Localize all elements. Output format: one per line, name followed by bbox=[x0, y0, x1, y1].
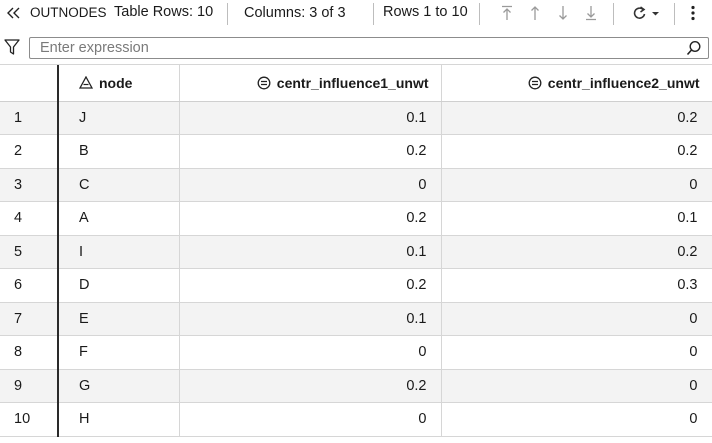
cell-node[interactable]: G bbox=[58, 369, 180, 403]
double-chevron-left-icon[interactable] bbox=[6, 4, 22, 22]
column-header-label: centr_influence2_unwt bbox=[547, 74, 700, 91]
row-index-header bbox=[0, 65, 59, 102]
rows-range: Rows 1 to 10 bbox=[383, 4, 468, 20]
cell-centr-influence2[interactable]: 0 bbox=[441, 335, 712, 370]
row-index: 8 bbox=[0, 335, 59, 370]
row-index: 5 bbox=[0, 235, 59, 269]
cell-centr-influence1[interactable]: 0.2 bbox=[179, 201, 442, 236]
table-row[interactable]: 1 J 0.1 0.2 bbox=[0, 101, 712, 135]
table-row[interactable]: 8 F 0 0 bbox=[0, 335, 712, 370]
cell-node[interactable]: H bbox=[58, 402, 180, 437]
table-row[interactable]: 2 B 0.2 0.2 bbox=[0, 134, 712, 169]
column-header-centr-influence1-unwt[interactable]: centr_influence1_unwt bbox=[179, 65, 442, 102]
cell-node[interactable]: I bbox=[58, 235, 180, 269]
column-header-label: centr_influence1_unwt bbox=[276, 74, 429, 91]
cell-centr-influence2[interactable]: 0 bbox=[441, 168, 712, 202]
numeric-column-icon bbox=[257, 76, 271, 90]
row-index: 6 bbox=[0, 268, 59, 303]
toolbar-divider bbox=[613, 3, 614, 25]
column-header-label: node bbox=[99, 74, 133, 91]
cell-centr-influence2[interactable]: 0.2 bbox=[441, 235, 712, 269]
cell-centr-influence1[interactable]: 0.2 bbox=[179, 369, 442, 403]
table-row[interactable]: 5 I 0.1 0.2 bbox=[0, 235, 712, 269]
more-vertical-icon[interactable] bbox=[686, 3, 700, 23]
toolbar-divider bbox=[373, 3, 374, 25]
toolbar-divider bbox=[227, 3, 228, 25]
table-row[interactable]: 10 H 0 0 bbox=[0, 402, 712, 437]
cell-node[interactable]: F bbox=[58, 335, 180, 370]
row-index: 1 bbox=[0, 101, 59, 135]
last-page-icon[interactable] bbox=[581, 3, 601, 23]
cell-centr-influence2[interactable]: 0.2 bbox=[441, 134, 712, 169]
arrow-up-icon[interactable] bbox=[525, 3, 545, 23]
cell-centr-influence1[interactable]: 0.2 bbox=[179, 268, 442, 303]
filter-icon[interactable] bbox=[4, 38, 20, 56]
cell-centr-influence2[interactable]: 0 bbox=[441, 302, 712, 336]
numeric-column-icon bbox=[528, 76, 542, 90]
row-index: 9 bbox=[0, 369, 59, 403]
cell-node[interactable]: D bbox=[58, 268, 180, 303]
cell-centr-influence2[interactable]: 0.3 bbox=[441, 268, 712, 303]
cell-node[interactable]: C bbox=[58, 168, 180, 202]
refresh-icon[interactable] bbox=[630, 3, 664, 23]
search-icon[interactable] bbox=[686, 40, 702, 56]
row-index: 10 bbox=[0, 402, 59, 437]
character-column-icon bbox=[79, 76, 93, 89]
cell-node[interactable]: E bbox=[58, 302, 180, 336]
table-row[interactable]: 9 G 0.2 0 bbox=[0, 369, 712, 403]
table-row[interactable]: 3 C 0 0 bbox=[0, 168, 712, 202]
cell-centr-influence1[interactable]: 0.2 bbox=[179, 134, 442, 169]
table-row[interactable]: 4 A 0.2 0.1 bbox=[0, 201, 712, 236]
arrow-down-icon[interactable] bbox=[553, 3, 573, 23]
cell-centr-influence1[interactable]: 0 bbox=[179, 335, 442, 370]
cell-node[interactable]: A bbox=[58, 201, 180, 236]
cell-centr-influence1[interactable]: 0 bbox=[179, 168, 442, 202]
cell-node[interactable]: B bbox=[58, 134, 180, 169]
data-table: node centr_influence1_unwt bbox=[0, 64, 712, 443]
table-header-row: node centr_influence1_unwt bbox=[0, 65, 712, 102]
cell-centr-influence1[interactable]: 0 bbox=[179, 402, 442, 437]
cell-centr-influence1[interactable]: 0.1 bbox=[179, 302, 442, 336]
row-index: 3 bbox=[0, 168, 59, 202]
table-name: OUTNODES bbox=[30, 5, 107, 20]
first-page-icon[interactable] bbox=[497, 3, 517, 23]
column-header-centr-influence2-unwt[interactable]: centr_influence2_unwt bbox=[441, 65, 712, 102]
cell-centr-influence1[interactable]: 0.1 bbox=[179, 101, 442, 135]
row-index: 4 bbox=[0, 201, 59, 236]
cell-centr-influence2[interactable]: 0.2 bbox=[441, 101, 712, 135]
toolbar-divider bbox=[674, 3, 675, 25]
column-header-node[interactable]: node bbox=[58, 65, 180, 102]
toolbar-divider bbox=[479, 3, 480, 25]
row-index: 2 bbox=[0, 134, 59, 169]
cell-centr-influence2[interactable]: 0.1 bbox=[441, 201, 712, 236]
table-row[interactable]: 7 E 0.1 0 bbox=[0, 302, 712, 336]
table-row[interactable]: 6 D 0.2 0.3 bbox=[0, 268, 712, 303]
table-row-count: Table Rows: 10 bbox=[114, 4, 214, 20]
expression-input[interactable] bbox=[40, 39, 670, 57]
cell-centr-influence2[interactable]: 0 bbox=[441, 369, 712, 403]
row-index: 7 bbox=[0, 302, 59, 336]
cell-centr-influence1[interactable]: 0.1 bbox=[179, 235, 442, 269]
table-toolbar: OUTNODES Table Rows: 10 Columns: 3 of 3 … bbox=[0, 0, 712, 28]
cell-centr-influence2[interactable]: 0 bbox=[441, 402, 712, 437]
column-count: Columns: 3 of 3 bbox=[244, 5, 346, 21]
cell-node[interactable]: J bbox=[58, 101, 180, 135]
expression-box bbox=[29, 37, 709, 59]
